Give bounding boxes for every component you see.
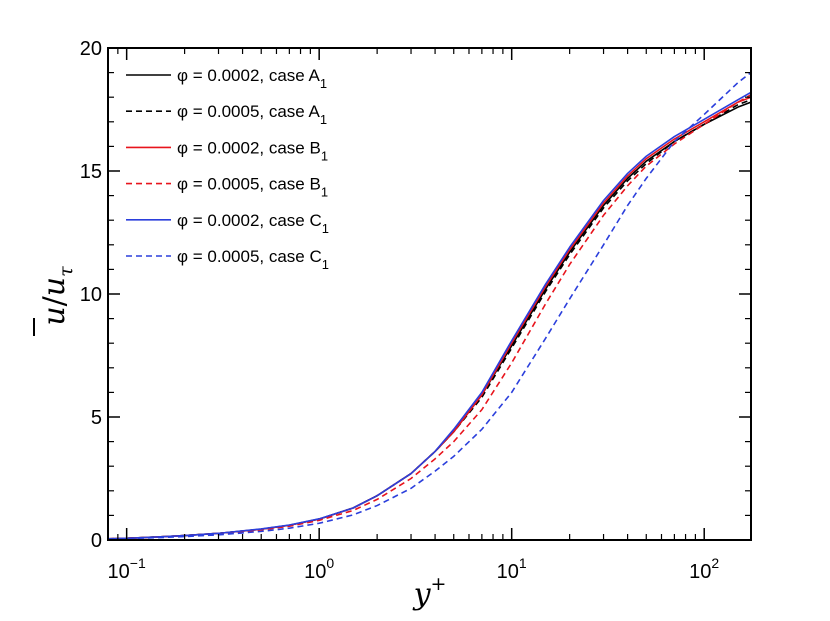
legend-label-3: φ = 0.0002, case B1 [177,138,328,163]
y-tick-label: 20 [80,38,102,60]
tick-labels-layer: 0 5 10 15 20 10−1 100 101 102 [80,38,720,583]
legend-label-4: φ = 0.0005, case B1 [177,175,328,200]
y-tick-label: 10 [80,284,102,306]
legend-label-5: φ = 0.0002, case C1 [177,211,329,236]
series-layer [108,71,751,540]
legend: φ = 0.0002, case A1 φ = 0.0005, case A1 φ … [126,66,329,272]
series-line-5 [108,91,751,540]
legend-label-1: φ = 0.0002, case A1 [177,66,327,91]
y-tick-label: 0 [91,530,102,552]
y-tick-label: 15 [80,161,102,183]
y-axis-title: u/uτ [37,266,77,326]
x-tick-label: 100 [304,555,334,583]
plot-frame [107,47,752,541]
x-tick-label: 102 [689,555,719,583]
y-tick-label: 5 [91,407,102,429]
x-tick-label: 10−1 [108,555,146,583]
legend-label-2: φ = 0.0005, case A1 [177,102,327,127]
x-tick-label: 101 [497,555,527,583]
y-axis-title-group: u/uτ [33,266,77,336]
legend-label-6: φ = 0.0005, case C1 [177,247,329,272]
x-axis-title: y+ [412,573,447,612]
series-line-6 [108,71,751,540]
